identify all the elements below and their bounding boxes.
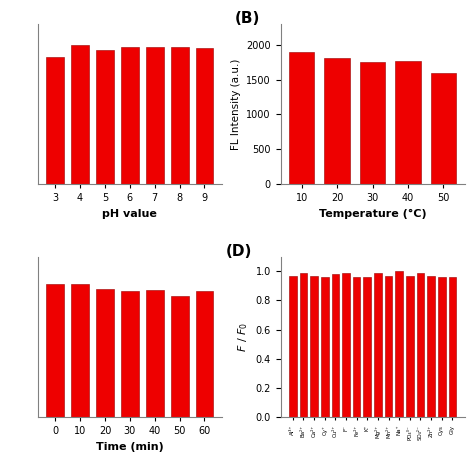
Bar (171, 47, 189, 184)
Bar (342, 273, 350, 417)
Bar (46, 284, 64, 417)
Bar (71, 45, 89, 184)
Bar (395, 61, 421, 184)
Bar (331, 274, 339, 417)
Bar (196, 48, 213, 184)
Bar (310, 275, 318, 417)
Bar (71, 284, 89, 417)
Bar (46, 57, 64, 184)
Bar (300, 273, 307, 417)
Bar (448, 277, 456, 417)
Bar (431, 73, 456, 184)
Bar (289, 275, 297, 417)
Bar (395, 271, 403, 417)
Bar (417, 273, 424, 417)
Bar (121, 292, 139, 417)
Bar (171, 296, 189, 417)
Bar (364, 277, 371, 417)
Bar (289, 52, 314, 184)
Bar (96, 50, 114, 184)
Bar (96, 289, 114, 417)
Text: (B): (B) (235, 11, 260, 26)
Bar (427, 275, 435, 417)
X-axis label: Time (min): Time (min) (96, 442, 164, 452)
Y-axis label: FL Intensity (a.u.): FL Intensity (a.u.) (231, 58, 241, 150)
Bar (321, 277, 328, 417)
Bar (324, 58, 350, 184)
Bar (438, 277, 446, 417)
Bar (121, 47, 139, 184)
Bar (374, 273, 382, 417)
Bar (196, 292, 213, 417)
Text: (D): (D) (226, 244, 252, 259)
Bar (360, 62, 385, 184)
Y-axis label: $F\ /\ F_0$: $F\ /\ F_0$ (236, 322, 250, 352)
Bar (385, 275, 392, 417)
X-axis label: pH value: pH value (102, 209, 157, 219)
Bar (146, 47, 164, 184)
X-axis label: Temperature (°C): Temperature (°C) (319, 209, 427, 219)
Bar (146, 290, 164, 417)
Bar (353, 277, 360, 417)
Bar (406, 275, 414, 417)
